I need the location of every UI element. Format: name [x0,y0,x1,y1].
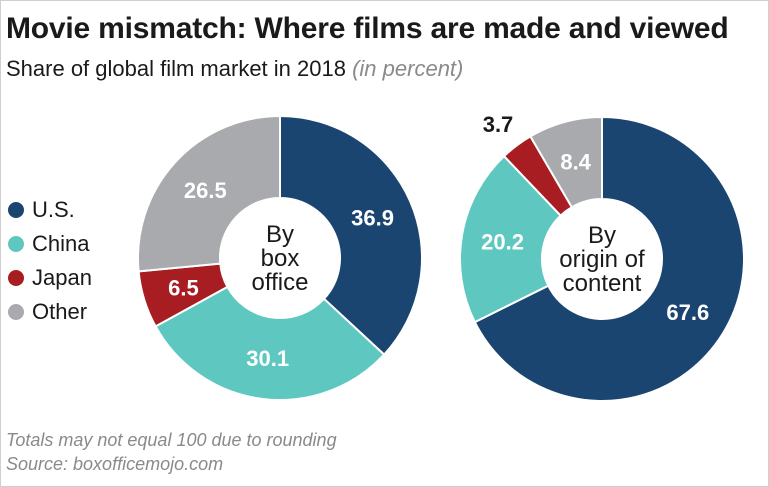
value-label-origin-japan: 3.7 [483,112,514,137]
value-label-box-office-china: 30.1 [246,346,289,371]
value-label-origin-other: 8.4 [560,150,591,175]
legend-label-other: Other [32,299,88,324]
legend-item-japan: Japan [8,261,92,295]
center-label-box-office-line-2: box [261,245,300,272]
legend-label-japan: Japan [32,265,92,290]
chart-title: Movie mismatch: Where films are made and… [6,12,729,45]
value-label-box-office-japan: 6.5 [168,276,199,301]
center-label-origin-line-1: By [588,222,616,249]
slice-box-office-china [154,285,386,401]
slice-origin-other [529,115,603,209]
legend-swatch-china [8,236,24,252]
slice-box-office-us [279,114,423,356]
footer-note: Totals may not equal 100 due to rounding [6,430,337,450]
slice-origin-china [459,154,563,324]
legend-swatch-other [8,304,24,320]
center-label-box-office-line-1: By [266,221,294,248]
slice-box-office-other [137,114,281,273]
value-label-box-office-other: 26.5 [184,178,227,203]
legend-swatch-japan [8,270,24,286]
legend-item-us: U.S. [8,193,92,227]
value-label-origin-china: 20.2 [481,229,524,254]
legend-item-other: Other [8,295,92,329]
chart-footer: Totals may not equal 100 due to rounding… [6,428,337,476]
legend-swatch-us [8,202,24,218]
slice-origin-us [473,115,745,402]
legend: U.S. China Japan Other [8,193,92,329]
center-label-origin-line-2: origin of [559,246,645,273]
subtitle-unit: (in percent) [352,56,464,81]
chart-subtitle: Share of global film market in 2018 (in … [6,56,463,82]
center-label-origin-line-3: content [563,270,642,297]
legend-item-china: China [8,227,92,261]
center-label-box-office-line-3: office [252,269,309,296]
footer-source: Source: boxofficemojo.com [6,454,224,474]
value-label-origin-us: 67.6 [666,300,709,325]
legend-label-us: U.S. [32,197,75,222]
subtitle-text: Share of global film market in 2018 [6,56,346,81]
legend-label-china: China [32,231,90,256]
value-label-box-office-us: 36.9 [351,206,394,231]
